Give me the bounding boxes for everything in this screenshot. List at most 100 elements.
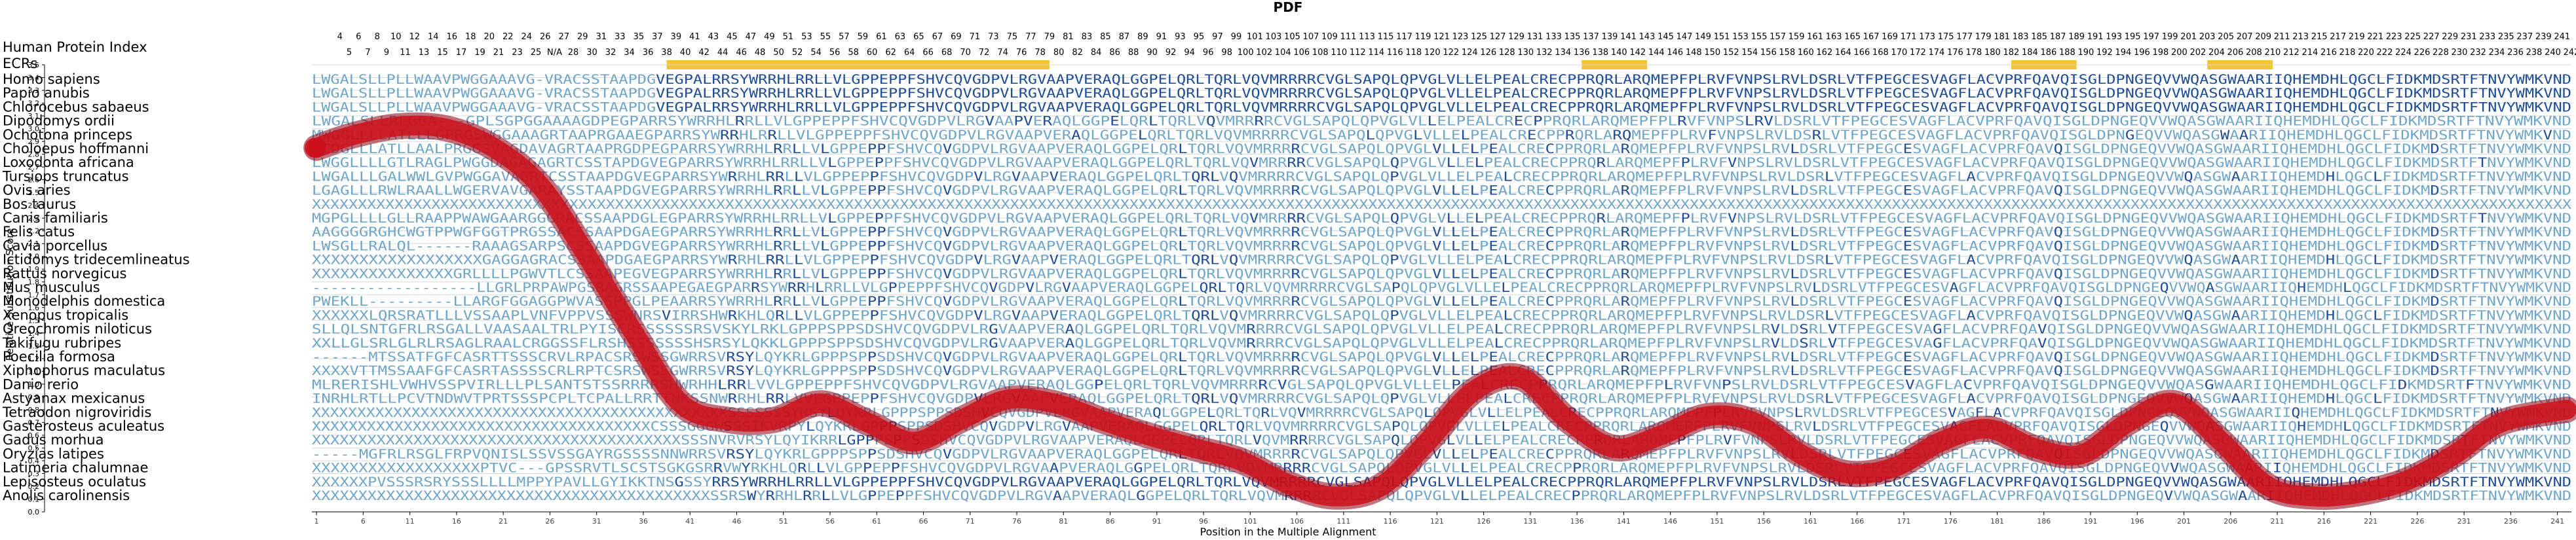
x-tick-label: 216: [2317, 517, 2331, 526]
human-index-bottom-label: 52: [792, 48, 803, 58]
human-index-top-label: 63: [895, 32, 906, 42]
human-index-top-label: 111: [1340, 32, 1357, 42]
human-index-bottom-label: 90: [1146, 48, 1158, 58]
x-tick-label: 126: [1477, 517, 1490, 526]
human-index-bottom-label: 188: [2059, 48, 2075, 58]
species-label: Oryzias latipes: [3, 446, 104, 461]
human-index-bottom-label: 42: [698, 48, 710, 58]
species-label: Tursiops truncatus: [2, 168, 129, 184]
human-index-top-label: 33: [615, 32, 626, 42]
human-index-top-label: 119: [1415, 32, 1431, 42]
human-index-top-label: 137: [1583, 32, 1599, 42]
human-index-top-label: 231: [2461, 32, 2477, 42]
human-index-top-label: 215: [2311, 32, 2328, 42]
human-index-bottom-label: 150: [1704, 48, 1720, 58]
human-index-bottom-label: 170: [1891, 48, 1907, 58]
human-index-bottom-label: 240: [2545, 48, 2561, 58]
human-index-bottom-label: 230: [2452, 48, 2468, 58]
human-index-bottom-label: 82: [1072, 48, 1083, 58]
human-index-top-label: 229: [2442, 32, 2458, 42]
human-index-top-label: 143: [1639, 32, 1656, 42]
x-tick-label: 91: [1152, 517, 1162, 526]
human-index-bottom-label: 144: [1648, 48, 1665, 58]
human-index-top-label: 135: [1564, 32, 1581, 42]
y-tick-label: 0.5: [28, 444, 40, 452]
x-tick-label: 21: [499, 517, 508, 526]
x-tick-label: 176: [1944, 517, 1958, 526]
y-tick-label: 2.1: [28, 240, 40, 248]
species-label: Latimeria chalumnae: [3, 460, 148, 476]
human-index-bottom-label: 32: [605, 48, 616, 58]
human-index-bottom-label: 13: [419, 48, 430, 58]
x-tick-label: 56: [825, 517, 835, 526]
human-index-top-label: 209: [2255, 32, 2271, 42]
human-index-bottom-label: 28: [568, 48, 579, 58]
sequence-row: MGPGLLLLGLLRAAPPWAWGAARGGGRACSSAAPDGLEGP…: [312, 211, 2571, 226]
species-label: Anolis carolinensis: [3, 488, 130, 503]
human-index-top-label: 61: [876, 32, 887, 42]
human-index-top-label: 121: [1433, 32, 1450, 42]
x-tick-label: 11: [406, 517, 415, 526]
y-tick-label: 0.3: [28, 469, 40, 478]
human-index-top-label: 79: [1044, 32, 1055, 42]
species-label: Loxodonta africana: [3, 154, 134, 170]
human-index-top-label: 113: [1359, 32, 1375, 42]
human-index-bottom-label: 158: [1779, 48, 1795, 58]
x-tick-label: 101: [1243, 517, 1257, 526]
human-index-bottom-label: 224: [2395, 48, 2412, 58]
human-index-top-label: 157: [1770, 32, 1786, 42]
x-tick-label: 36: [639, 517, 648, 526]
species-label: Mus musculus: [3, 279, 100, 295]
sequence-row: XXXXXXXXXXXXXXXGRLLLLPGWVTLCSSAAPEGVEGPA…: [312, 266, 2571, 281]
species-label: Ovis aries: [3, 183, 71, 198]
human-index-bottom-label: 78: [1034, 48, 1046, 58]
species-label: Ictidomys tridecemlineatus: [3, 252, 190, 268]
species-label: Felis catus: [3, 224, 75, 240]
species-label: Tetraodon nigroviridis: [2, 405, 151, 420]
human-index-bottom-label: 19: [474, 48, 485, 58]
human-index-bottom-label: 146: [1667, 48, 1683, 58]
x-axis: 1 6 11 16 21 26 31 36 41 46 51 56 61 66 71 76 81 86 91 96 10…: [312, 511, 2571, 526]
human-index-top-label: 49: [764, 32, 775, 42]
human-index-bottom-label: 160: [1798, 48, 1814, 58]
y-tick-label: 0.8: [28, 406, 40, 414]
human-index-top-label: 141: [1620, 32, 1637, 42]
human-index-bottom-label: 60: [867, 48, 878, 58]
x-tick-label: 81: [1059, 517, 1068, 526]
human-index-bottom-label: 5: [347, 48, 352, 58]
y-tick-label: 2.6: [28, 176, 40, 185]
human-index-top-label: 155: [1751, 32, 1768, 42]
x-tick-label: 196: [2131, 517, 2144, 526]
human-index-bottom-label: 40: [680, 48, 691, 58]
sequence-row: LWSGLLRALQL------RAAAGSARPSCSSAAPDGVEGPA…: [312, 238, 2571, 253]
species-label: Rattus norvegicus: [3, 266, 127, 281]
human-index-top-label: 127: [1490, 32, 1506, 42]
species-label: Choloepus hoffmanni: [3, 141, 149, 156]
human-index-top-label: 133: [1545, 32, 1562, 42]
x-tick-label: 206: [2224, 517, 2237, 526]
x-tick-label: 241: [2550, 517, 2564, 526]
human-index-top-label: 201: [2180, 32, 2197, 42]
human-index-top-label: 227: [2423, 32, 2440, 42]
human-index-bottom-label: 156: [1760, 48, 1777, 58]
human-index-top-label: 24: [521, 32, 533, 42]
sequence-row: MWGGLLLLATLLLGPRGSWGGAAAGRTAAPRGAAEGPARR…: [312, 128, 2571, 143]
human-index-top-label: 239: [2535, 32, 2552, 42]
y-axis: 0.0 0.1 0.2 0.3 0.4 0.5 0.6 0.7 0.8 0.9 1.0 1.1 1.2 1…: [28, 61, 45, 516]
human-index-bottom-label: 242: [2564, 48, 2576, 58]
human-index-bottom-label: 66: [922, 48, 934, 58]
x-tick-label: 236: [2504, 517, 2518, 526]
human-index-top-label: 16: [447, 32, 458, 42]
sequence-row: LWGALSLLPLLWAAVPWGGAAAVG-VRACSSTAAPDG VEG…: [312, 99, 2571, 115]
human-index-top-label: 97: [1212, 32, 1223, 42]
y-tick-label: 1.2: [28, 355, 40, 363]
y-tick-label: 3.4: [28, 74, 40, 82]
human-index-bottom-label: 92: [1165, 48, 1177, 58]
human-index-top-label: 159: [1789, 32, 1805, 42]
human-index-top-label: 47: [746, 32, 757, 42]
x-tick-label: 41: [685, 517, 694, 526]
human-index-top-label: 12: [409, 32, 420, 42]
human-index-top-label: 103: [1266, 32, 1282, 42]
species-label: Oreochromis niloticus: [3, 321, 152, 337]
y-tick-label: 1.1: [28, 367, 40, 376]
